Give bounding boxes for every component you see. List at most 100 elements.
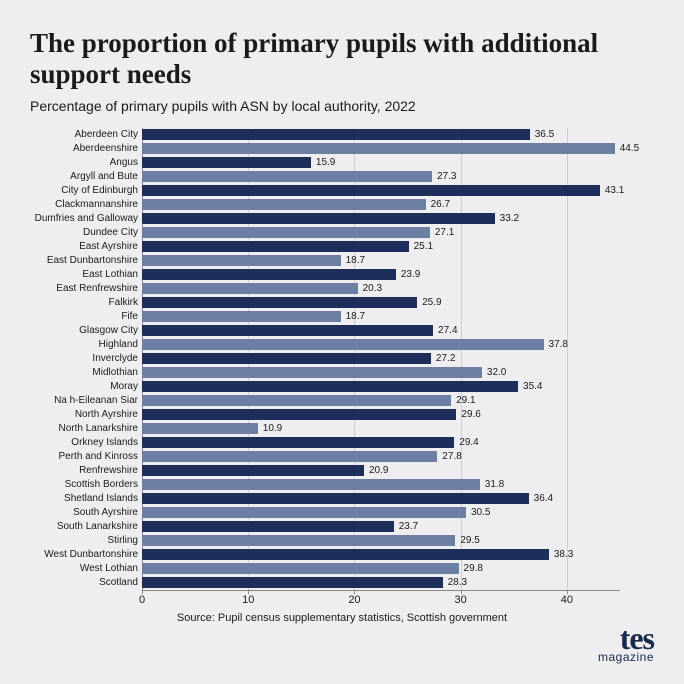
chart-subtitle: Percentage of primary pupils with ASN by… xyxy=(30,98,654,114)
value-label: 18.7 xyxy=(346,254,365,268)
category-label: North Lanarkshire xyxy=(28,422,138,436)
x-tick-label: 30 xyxy=(455,594,467,606)
bar-row: Aberdeenshire44.5 xyxy=(30,142,654,156)
value-label: 15.9 xyxy=(316,156,335,170)
x-tick-label: 0 xyxy=(139,594,145,606)
bar-row: Dundee City 27.1 xyxy=(30,226,654,240)
bar xyxy=(142,465,364,476)
bar xyxy=(142,311,341,322)
category-label: Orkney Islands xyxy=(28,436,138,450)
logo-sub: magazine xyxy=(598,652,654,662)
category-label: Glasgow City xyxy=(28,324,138,338)
category-label: Perth and Kinross xyxy=(28,450,138,464)
source-text: Source: Pupil census supplementary stati… xyxy=(30,612,654,624)
value-label: 29.1 xyxy=(456,394,475,408)
value-label: 26.7 xyxy=(431,198,450,212)
value-label: 33.2 xyxy=(500,212,519,226)
bar-row: Na h-Eileanan Siar29.1 xyxy=(30,394,654,408)
category-label: Aberdeenshire xyxy=(28,142,138,156)
category-label: East Renfrewshire xyxy=(28,282,138,296)
bar-row: Stirling29.5 xyxy=(30,534,654,548)
category-label: Inverclyde xyxy=(28,352,138,366)
category-label: Clackmannanshire xyxy=(28,198,138,212)
x-tick-label: 10 xyxy=(242,594,254,606)
category-label: Scotland xyxy=(28,576,138,590)
bar xyxy=(142,535,455,546)
bar xyxy=(142,283,358,294)
bar-row: Midlothian32.0 xyxy=(30,366,654,380)
bar-row: East Dunbartonshire18.7 xyxy=(30,254,654,268)
category-label: Renfrewshire xyxy=(28,464,138,478)
x-axis-line xyxy=(142,590,620,591)
category-label: Dundee City xyxy=(28,226,138,240)
bar-row: Scotland 28.3 xyxy=(30,576,654,590)
chart-title: The proportion of primary pupils with ad… xyxy=(30,28,654,90)
category-label: South Ayrshire xyxy=(28,506,138,520)
bar xyxy=(142,563,459,574)
value-label: 25.1 xyxy=(414,240,433,254)
category-label: Stirling xyxy=(28,534,138,548)
value-label: 37.8 xyxy=(549,338,568,352)
value-label: 29.6 xyxy=(461,408,480,422)
value-label: 28.3 xyxy=(448,576,467,590)
bar xyxy=(142,171,432,182)
category-label: North Ayrshire xyxy=(28,408,138,422)
value-label: 10.9 xyxy=(263,422,282,436)
bar xyxy=(142,157,311,168)
bar-row: Clackmannanshire 26.7 xyxy=(30,198,654,212)
bar xyxy=(142,199,426,210)
bar xyxy=(142,451,437,462)
bar-row: Falkirk25.9 xyxy=(30,296,654,310)
category-label: Moray xyxy=(28,380,138,394)
value-label: 27.2 xyxy=(436,352,455,366)
bar-row: East Ayrshire 25.1 xyxy=(30,240,654,254)
category-label: City of Edinburgh xyxy=(28,184,138,198)
category-label: East Ayrshire xyxy=(28,240,138,254)
bar xyxy=(142,297,417,308)
value-label: 20.3 xyxy=(363,282,382,296)
value-label: 43.1 xyxy=(605,184,624,198)
bar xyxy=(142,241,409,252)
category-label: Scottish Borders xyxy=(28,478,138,492)
chart-area: Aberdeen City36.5Aberdeenshire44.5Angus 1… xyxy=(30,128,654,618)
bar-row: Inverclyde 27.2 xyxy=(30,352,654,366)
bar xyxy=(142,381,518,392)
value-label: 38.3 xyxy=(554,548,573,562)
bar-row: Argyll and Bute 27.3 xyxy=(30,170,654,184)
category-label: Midlothian xyxy=(28,366,138,380)
value-label: 23.9 xyxy=(401,268,420,282)
category-label: West Dunbartonshire xyxy=(28,548,138,562)
value-label: 23.7 xyxy=(399,520,418,534)
category-label: Shetland Islands xyxy=(28,492,138,506)
value-label: 27.8 xyxy=(442,450,461,464)
bar-row: Renfrewshire 20.9 xyxy=(30,464,654,478)
bar-row: Angus 15.9 xyxy=(30,156,654,170)
category-label: Angus xyxy=(28,156,138,170)
bar-row: Dumfries and Galloway33.2 xyxy=(30,212,654,226)
bar-row: Scottish Borders31.8 xyxy=(30,478,654,492)
bar xyxy=(142,269,396,280)
bar xyxy=(142,185,600,196)
bar-row: North Ayrshire 29.6 xyxy=(30,408,654,422)
bar-row: Fife18.7 xyxy=(30,310,654,324)
bar-row: East Lothian23.9 xyxy=(30,268,654,282)
bar xyxy=(142,367,482,378)
value-label: 27.3 xyxy=(437,170,456,184)
value-label: 36.4 xyxy=(534,492,553,506)
category-label: Highland xyxy=(28,338,138,352)
bar xyxy=(142,577,443,588)
brand-logo: tes magazine xyxy=(598,625,654,662)
value-label: 30.5 xyxy=(471,506,490,520)
bar-row: Aberdeen City36.5 xyxy=(30,128,654,142)
category-label: Argyll and Bute xyxy=(28,170,138,184)
value-label: 20.9 xyxy=(369,464,388,478)
bar xyxy=(142,353,431,364)
bar xyxy=(142,129,530,140)
value-label: 27.1 xyxy=(435,226,454,240)
value-label: 18.7 xyxy=(346,310,365,324)
value-label: 35.4 xyxy=(523,380,542,394)
category-label: Falkirk xyxy=(28,296,138,310)
bar-row: West Lothian29.8 xyxy=(30,562,654,576)
category-label: Aberdeen City xyxy=(28,128,138,142)
bar xyxy=(142,521,394,532)
